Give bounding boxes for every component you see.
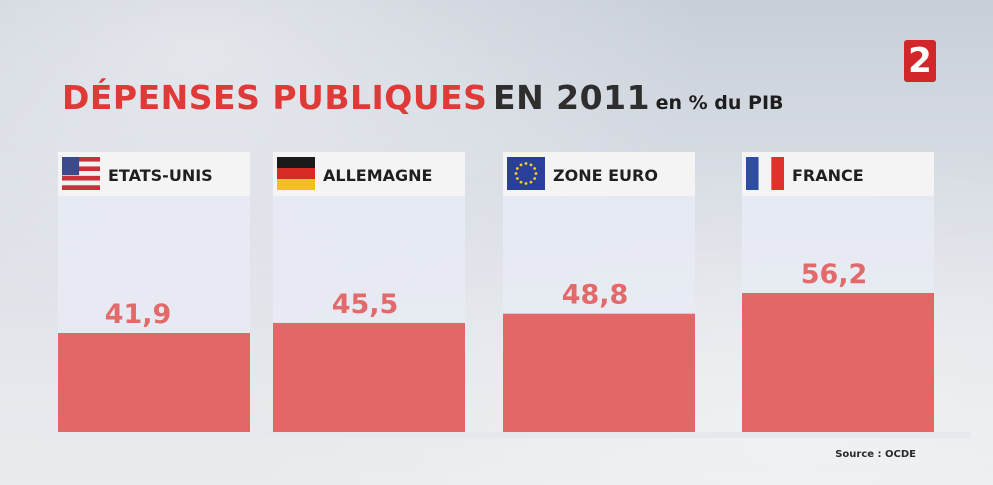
bar — [742, 292, 934, 432]
bar — [273, 322, 465, 432]
chart-title: DÉPENSES PUBLIQUES EN 2011 en % du PIB — [62, 78, 784, 117]
value-label: 41,9 — [105, 299, 172, 330]
bar — [58, 333, 250, 432]
category-label: ALLEMAGNE — [323, 166, 432, 185]
france-flag-icon — [746, 157, 784, 190]
category-label: FRANCE — [792, 166, 864, 185]
value-label: 56,2 — [801, 259, 868, 290]
usa-flag-icon — [62, 157, 100, 190]
category-label: ZONE EURO — [553, 166, 658, 185]
value-label: 48,8 — [562, 280, 629, 311]
bar — [503, 313, 695, 432]
title-part-3: en % du PIB — [655, 92, 784, 114]
eu-flag-icon — [507, 157, 545, 190]
category-label: ETATS-UNIS — [108, 166, 213, 185]
channel-logo: 2 — [904, 40, 936, 82]
title-part-1: DÉPENSES PUBLIQUES — [62, 78, 488, 117]
value-label: 45,5 — [332, 289, 399, 320]
source-note: Source : OCDE — [835, 449, 916, 460]
germany-flag-icon — [277, 157, 315, 190]
title-part-2: EN 2011 — [493, 78, 651, 117]
floor-line — [40, 432, 970, 438]
